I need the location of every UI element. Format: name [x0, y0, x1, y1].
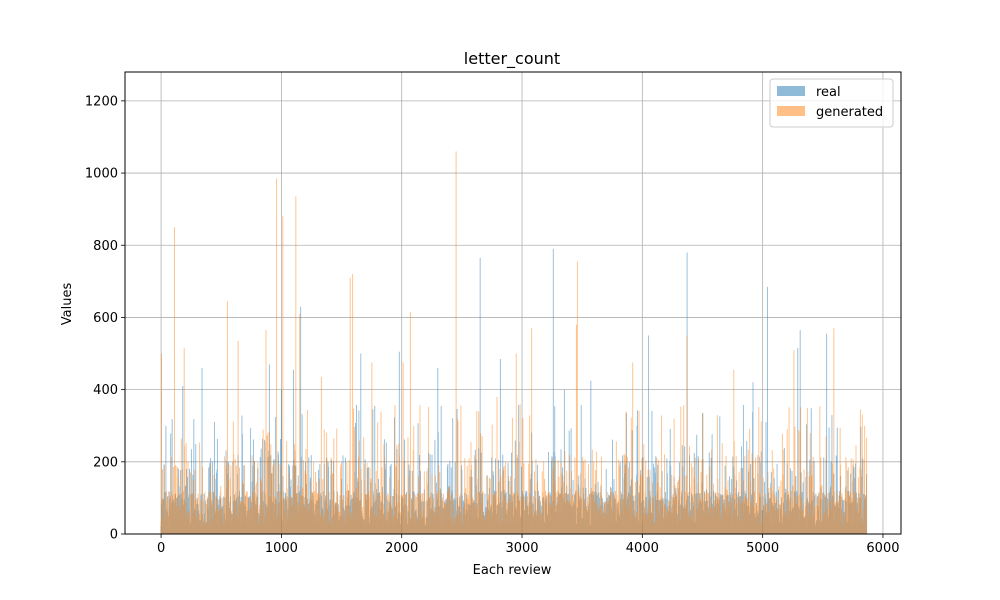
- y-tick-label: 600: [93, 311, 118, 326]
- y-axis-ticks: 0 200 400 600 800 1000 1200: [85, 94, 125, 543]
- chart-title: letter_count: [464, 49, 560, 69]
- legend: real generated: [769, 78, 894, 128]
- series-generated-bars: [160, 151, 868, 534]
- legend-swatch-generated: [777, 106, 805, 116]
- x-axis-ticks: 0 1000 2000 3000 4000 5000 6000: [157, 534, 900, 556]
- x-tick-label: 0: [157, 541, 165, 556]
- x-tick-label: 3000: [505, 541, 538, 556]
- x-tick-label: 6000: [866, 541, 899, 556]
- legend-label-real: real: [816, 85, 841, 100]
- y-tick-label: 400: [93, 383, 118, 398]
- y-axis-label: Values: [60, 283, 75, 326]
- y-tick-label: 0: [110, 528, 118, 543]
- x-axis-label: Each review: [473, 563, 552, 578]
- x-tick-label: 5000: [746, 541, 779, 556]
- series-generated-bars-path: [160, 151, 868, 534]
- x-tick-label: 2000: [385, 541, 418, 556]
- legend-label-generated: generated: [816, 105, 883, 120]
- y-tick-label: 200: [93, 455, 118, 470]
- y-tick-label: 1200: [85, 94, 118, 109]
- x-tick-label: 1000: [265, 541, 298, 556]
- y-tick-label: 1000: [85, 167, 118, 182]
- y-tick-label: 800: [93, 239, 118, 254]
- x-tick-label: 4000: [626, 541, 659, 556]
- legend-swatch-real: [777, 86, 805, 96]
- plot-frame: [124, 71, 902, 535]
